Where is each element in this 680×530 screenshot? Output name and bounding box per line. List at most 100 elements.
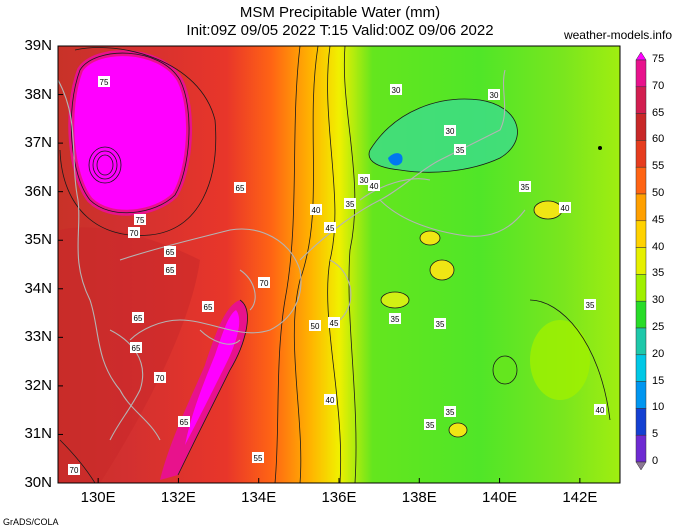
colorbar-top-arrow	[635, 51, 647, 61]
lon-label-134E: 134E	[241, 489, 277, 506]
colorbar-label: 20	[652, 347, 665, 360]
colorbar-segment	[635, 86, 647, 114]
dry-zone-sea-of-japan	[369, 99, 518, 173]
contour-label-bg	[130, 342, 142, 353]
contour-label-bg	[519, 181, 531, 192]
lat-label-39N: 39N	[24, 37, 52, 54]
contour-label-bg	[258, 277, 270, 288]
lon-label-142E: 142E	[562, 489, 598, 506]
moist-patch-3	[430, 260, 454, 280]
site-credit[interactable]: weather-models.info	[563, 28, 672, 42]
contour-label-bg	[444, 406, 456, 417]
lat-label-32N: 32N	[24, 376, 52, 394]
colorbar-segment	[635, 193, 647, 222]
colorbar-label: 55	[652, 160, 665, 173]
contour-label-bg	[132, 312, 144, 323]
colorbar-label: 70	[652, 79, 665, 92]
contour-label: 35	[391, 315, 400, 324]
colorbar-label: 65	[652, 106, 665, 119]
contour-label: 40	[561, 204, 570, 213]
contour-label: 40	[370, 182, 379, 191]
moist-patch-5	[449, 423, 467, 437]
island-mark	[598, 146, 602, 150]
contour-label-bg	[328, 317, 340, 328]
lat-label-34N: 34N	[24, 279, 52, 297]
contour-label: 30	[360, 176, 369, 185]
moist-patch-4	[381, 292, 409, 308]
lat-label-33N: 33N	[24, 328, 52, 346]
contour-label: 30	[490, 91, 499, 100]
contour-label-bg	[234, 182, 246, 193]
contour-label: 65	[204, 303, 213, 312]
contour-label: 70	[156, 374, 165, 383]
colorbar-bottom-arrow	[635, 461, 647, 471]
contour-label-bg	[324, 222, 336, 233]
colorbar-label: 5	[652, 428, 659, 441]
lat-label-37N: 37N	[24, 134, 52, 152]
chart-subtitle: Init:09Z 09/05 2022 T:15 Valid:00Z 09/06…	[186, 22, 494, 39]
moist-patch-1	[534, 201, 562, 219]
contour-label: 65	[134, 314, 143, 323]
contour-label: 35	[426, 421, 435, 430]
colorbar-segment	[635, 434, 647, 463]
contour-label: 65	[166, 248, 175, 257]
contour-label: 65	[132, 344, 141, 353]
colorbar-segment	[635, 140, 647, 168]
moist-patch-6	[530, 320, 590, 400]
moist-patch-2	[420, 231, 440, 245]
colorbar-label: 40	[652, 240, 665, 253]
contour-label: 70	[130, 229, 139, 238]
lon-label-140E: 140E	[482, 489, 518, 506]
contour-label-bg	[309, 320, 321, 331]
contour-label: 30	[392, 86, 401, 95]
colorbar-label: 30	[652, 294, 665, 307]
contour-label-bg	[488, 89, 500, 100]
contour-label-bg	[454, 144, 466, 155]
contour-label-bg	[324, 394, 336, 405]
contour-label-bg	[584, 299, 596, 310]
lat-label-38N: 38N	[24, 85, 52, 103]
lon-label-130E: 130E	[80, 489, 116, 506]
contour-label-bg	[444, 125, 456, 136]
colorbar	[635, 51, 647, 471]
contour-label: 55	[254, 454, 263, 463]
colorbar-label: 10	[652, 401, 665, 414]
colorbar-label: 25	[652, 321, 665, 333]
chart-title: MSM Precipitable Water (mm)	[239, 4, 441, 21]
moist-patch-7	[493, 356, 517, 384]
contour-label-bg	[68, 464, 80, 475]
high-moisture-zone-north	[71, 53, 190, 213]
colorbar-segment	[635, 220, 647, 248]
contour-label: 65	[180, 418, 189, 427]
contour-label-bg	[344, 198, 356, 209]
contour-label: 65	[236, 184, 245, 193]
contour-label-bg	[310, 204, 322, 215]
colorbar-label: 50	[652, 187, 665, 199]
contour-label: 35	[346, 200, 355, 209]
colorbar-label: 45	[652, 213, 665, 226]
contour-label-bg	[98, 76, 110, 87]
lat-label-31N: 31N	[24, 425, 52, 443]
contour-label-bg	[128, 227, 140, 238]
lat-label-35N: 35N	[24, 231, 52, 249]
contour-label-bg	[594, 404, 606, 415]
grads-credit: GrADS/COLA	[3, 517, 59, 527]
contour-label-bg	[559, 202, 571, 213]
contour-label: 35	[521, 183, 530, 192]
axis-ticks	[58, 45, 581, 484]
colorbar-label: 35	[652, 267, 665, 280]
colorbar-segment	[635, 408, 647, 436]
contour-label-bg	[368, 180, 380, 191]
contour-label: 35	[446, 408, 455, 417]
contour-label: 35	[456, 146, 465, 155]
colorbar-label: 75	[652, 53, 665, 65]
contour-label: 75	[136, 216, 145, 225]
contour-label-bg	[389, 313, 401, 324]
contour-label: 30	[446, 127, 455, 136]
colorbar-segment	[635, 274, 647, 302]
colorbar-segment	[635, 59, 647, 88]
lon-label-138E: 138E	[401, 489, 437, 506]
contour-label: 35	[436, 320, 445, 329]
colorbar-label: 0	[652, 455, 659, 467]
colorbar-segment	[635, 113, 647, 141]
